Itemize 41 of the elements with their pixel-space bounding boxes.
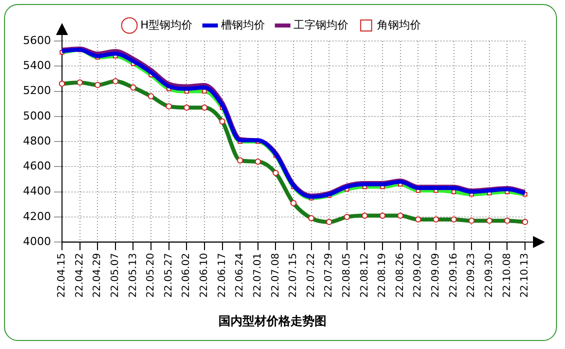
legend-label: 工字钢均价 [294,18,349,32]
x-tick-label: 22.06.10 [199,253,210,298]
x-tick-label: 22.08.26 [394,253,406,298]
x-tick-label: 22.08.05 [342,253,353,298]
legend-label: 角钢均价 [377,18,422,32]
y-tick-label: 5000 [22,109,51,122]
y-tick-label: 5600 [22,34,51,47]
x-tick-label: 22.05.20 [146,253,157,298]
x-tick-label: 22.07.01 [252,253,264,298]
x-tick-label: 22.05.13 [128,253,139,298]
text: 国内型材价格走势图 [218,314,326,328]
x-tick-label: 22.04.15 [56,253,68,298]
y-tick-label: 4800 [22,134,51,148]
y-tick-label: 4600 [22,160,51,173]
x-tick-label: 22.09.30 [484,253,495,298]
x-tick-label: 22.08.12 [359,253,370,298]
x-tick-label: 22.06.02 [181,253,192,298]
x-tick-label: 22.06.24 [234,253,246,298]
x-tick-label: 22.09.02 [412,253,424,298]
x-tick-label: 22.05.27 [163,253,174,298]
y-tick-label: 4200 [22,210,51,223]
x-tick-label: 22.09.16 [448,253,460,298]
x-tick-label: 22.09.23 [466,253,478,298]
x-tick-label: 22.09.09 [430,253,442,298]
legend-label: H型钢均价 [140,18,193,32]
y-tick-label: 4000 [22,234,51,248]
x-tick-label: 22.07.22 [306,253,317,298]
legend-label: 槽钢均价 [221,18,266,32]
x-tick-label: 22.04.22 [74,253,86,298]
x-tick-label: 22.07.29 [324,253,335,298]
x-tick-label: 22.08.19 [377,253,388,298]
y-tick-label: 4400 [22,184,51,198]
x-tick-label: 22.07.08 [270,253,282,298]
x-tick-label: 22.10.13 [520,253,531,298]
x-tick-label: 22.06.17 [216,253,228,298]
x-tick-label: 22.10.08 [502,253,513,298]
x-tick-label: 22.07.15 [288,253,300,298]
y-tick-label: 5200 [22,84,51,98]
x-tick-label: 22.04.29 [92,253,104,298]
x-tick-label: 22.05.07 [110,253,122,298]
y-tick-label: 5400 [22,58,51,72]
